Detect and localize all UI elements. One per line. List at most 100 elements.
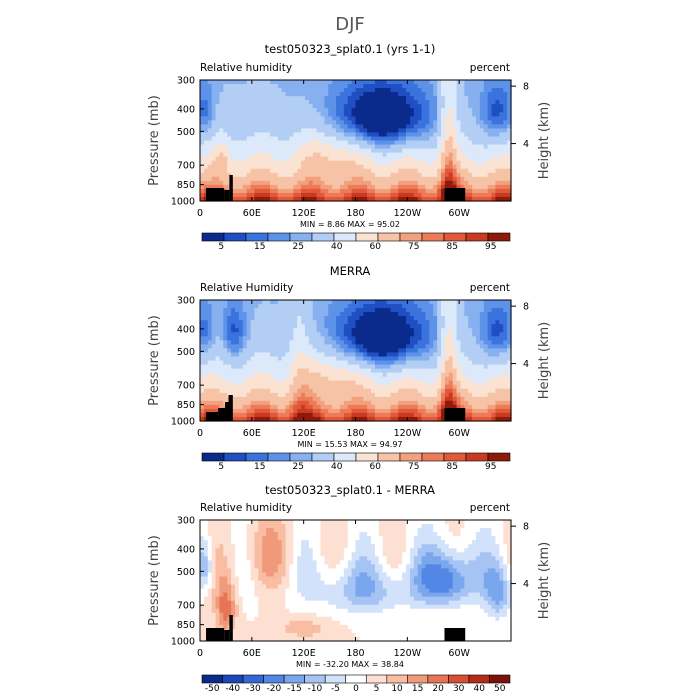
contour-cell [339, 92, 345, 97]
contour-cell [367, 380, 372, 386]
contour-cell [355, 188, 360, 194]
contour-cell [211, 128, 217, 134]
contour-cell [200, 588, 205, 594]
contour-cell [371, 352, 376, 358]
contour-cell [297, 192, 302, 198]
contour-cell [367, 316, 372, 321]
contour-cell [390, 404, 395, 410]
contour-cell [371, 332, 376, 337]
contour-cell [227, 364, 232, 370]
contour-cell [200, 92, 205, 97]
contour-cell [499, 300, 504, 305]
contour-cell [285, 408, 291, 414]
contour-cell [386, 396, 392, 402]
contour-cell [386, 124, 392, 129]
contour-cell [347, 136, 353, 142]
contour-cell [359, 300, 364, 305]
contour-cell [487, 336, 493, 341]
contour-cell [479, 152, 485, 158]
contour-cell [406, 412, 411, 418]
contour-cell [371, 184, 376, 190]
contour-cell [433, 188, 438, 194]
contour-cell [487, 112, 493, 117]
contour-cell [479, 80, 485, 85]
contour-cell [437, 188, 442, 194]
contour-cell [254, 376, 259, 382]
contour-cell [273, 120, 279, 125]
contour-cell [343, 96, 349, 101]
contour-cell [413, 308, 419, 313]
contour-cell [281, 364, 287, 370]
contour-cell [472, 320, 477, 325]
contour-cell [507, 88, 512, 93]
contour-cell [390, 100, 395, 105]
contour-cell [402, 104, 407, 109]
contour-cell [452, 396, 458, 402]
contour-cell [503, 180, 508, 186]
contour-cell [476, 360, 481, 366]
contour-cell [246, 188, 252, 194]
contour-cell [219, 388, 224, 394]
contour-cell [281, 320, 287, 325]
contour-cell [273, 300, 279, 305]
contour-cell [339, 184, 345, 190]
contour-cell [293, 416, 298, 422]
contour-cell [308, 324, 314, 329]
contour-cell [281, 332, 287, 337]
contour-cell [394, 384, 399, 390]
contour-cell [242, 100, 248, 105]
contour-cell [250, 156, 256, 162]
contour-cell [351, 312, 357, 317]
contour-cell [293, 168, 298, 174]
height-tick-label: 8 [523, 82, 529, 93]
contour-cell [254, 196, 259, 202]
contour-cell [207, 116, 213, 121]
contour-cell [254, 152, 259, 158]
contour-cell [464, 384, 469, 390]
contour-cell [262, 128, 267, 134]
contour-cell [429, 312, 434, 317]
contour-cell [316, 160, 322, 166]
contour-cell [339, 340, 345, 345]
contour-cell [421, 372, 427, 378]
contour-cell [289, 100, 294, 105]
contour-cell [452, 340, 458, 345]
contour-cell [304, 92, 310, 97]
contour-cell [374, 148, 380, 154]
contour-cell [273, 404, 279, 410]
contour-cell [483, 92, 489, 97]
contour-cell [347, 308, 353, 313]
contour-cell [417, 124, 423, 129]
contour-cell [207, 324, 213, 329]
contour-cell [250, 120, 256, 125]
contour-cell [285, 352, 291, 358]
contour-cell [468, 404, 473, 410]
contour-cell [378, 332, 384, 337]
contour-cell [254, 360, 259, 366]
contour-cell [374, 112, 380, 117]
contour-cell [394, 92, 399, 97]
contour-cell [200, 176, 205, 182]
contour-cell [304, 184, 310, 190]
contour-cell [227, 108, 232, 113]
contour-cell [441, 168, 446, 174]
contour-cell [398, 416, 403, 422]
contour-cell [238, 184, 244, 190]
contour-cell [394, 188, 399, 194]
contour-cell [223, 128, 228, 134]
contour-cell [304, 336, 310, 341]
contour-cell [250, 320, 256, 325]
contour-cell [444, 372, 450, 378]
contour-cell [394, 392, 399, 398]
contour-cell [328, 188, 333, 194]
contour-cell [472, 384, 477, 390]
contour-cell [203, 356, 209, 362]
contour-cell [312, 156, 318, 162]
contour-cell [207, 372, 213, 378]
contour-cell [250, 84, 256, 89]
contour-cell [308, 388, 314, 394]
contour-cell [262, 380, 267, 386]
contour-cell [479, 196, 485, 202]
contour-cell [246, 400, 252, 406]
contour-cell [277, 180, 283, 186]
